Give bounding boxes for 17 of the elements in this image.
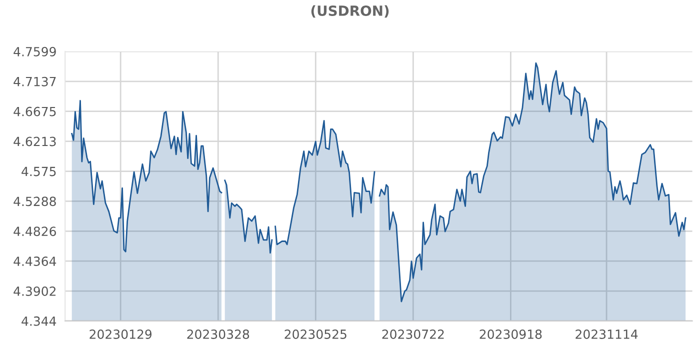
y-tick-label: 4.6675 <box>14 106 56 116</box>
y-tick-label: 4.4826 <box>14 226 56 236</box>
x-tick-label: 20230722 <box>382 330 444 339</box>
y-tick-label: 4.6213 <box>14 136 56 146</box>
x-tick-label: 20230328 <box>187 330 250 339</box>
y-tick-label: 4.3902 <box>14 286 56 296</box>
x-tick-label: 20230525 <box>284 330 346 339</box>
x-tick-label: 20231114 <box>576 330 638 339</box>
chart-title: (USDRON) <box>311 5 389 18</box>
y-tick-label: 4.4364 <box>14 256 56 266</box>
y-tick-label: 4.7137 <box>14 76 56 86</box>
y-tick-label: 4.575 <box>22 166 56 176</box>
y-tick-label: 4.5288 <box>14 196 56 206</box>
y-tick-label: 4.7599 <box>14 46 56 56</box>
x-tick-label: 20230918 <box>480 330 542 339</box>
y-tick-label: 4.344 <box>22 316 56 326</box>
x-tick-label: 20230129 <box>90 330 152 339</box>
